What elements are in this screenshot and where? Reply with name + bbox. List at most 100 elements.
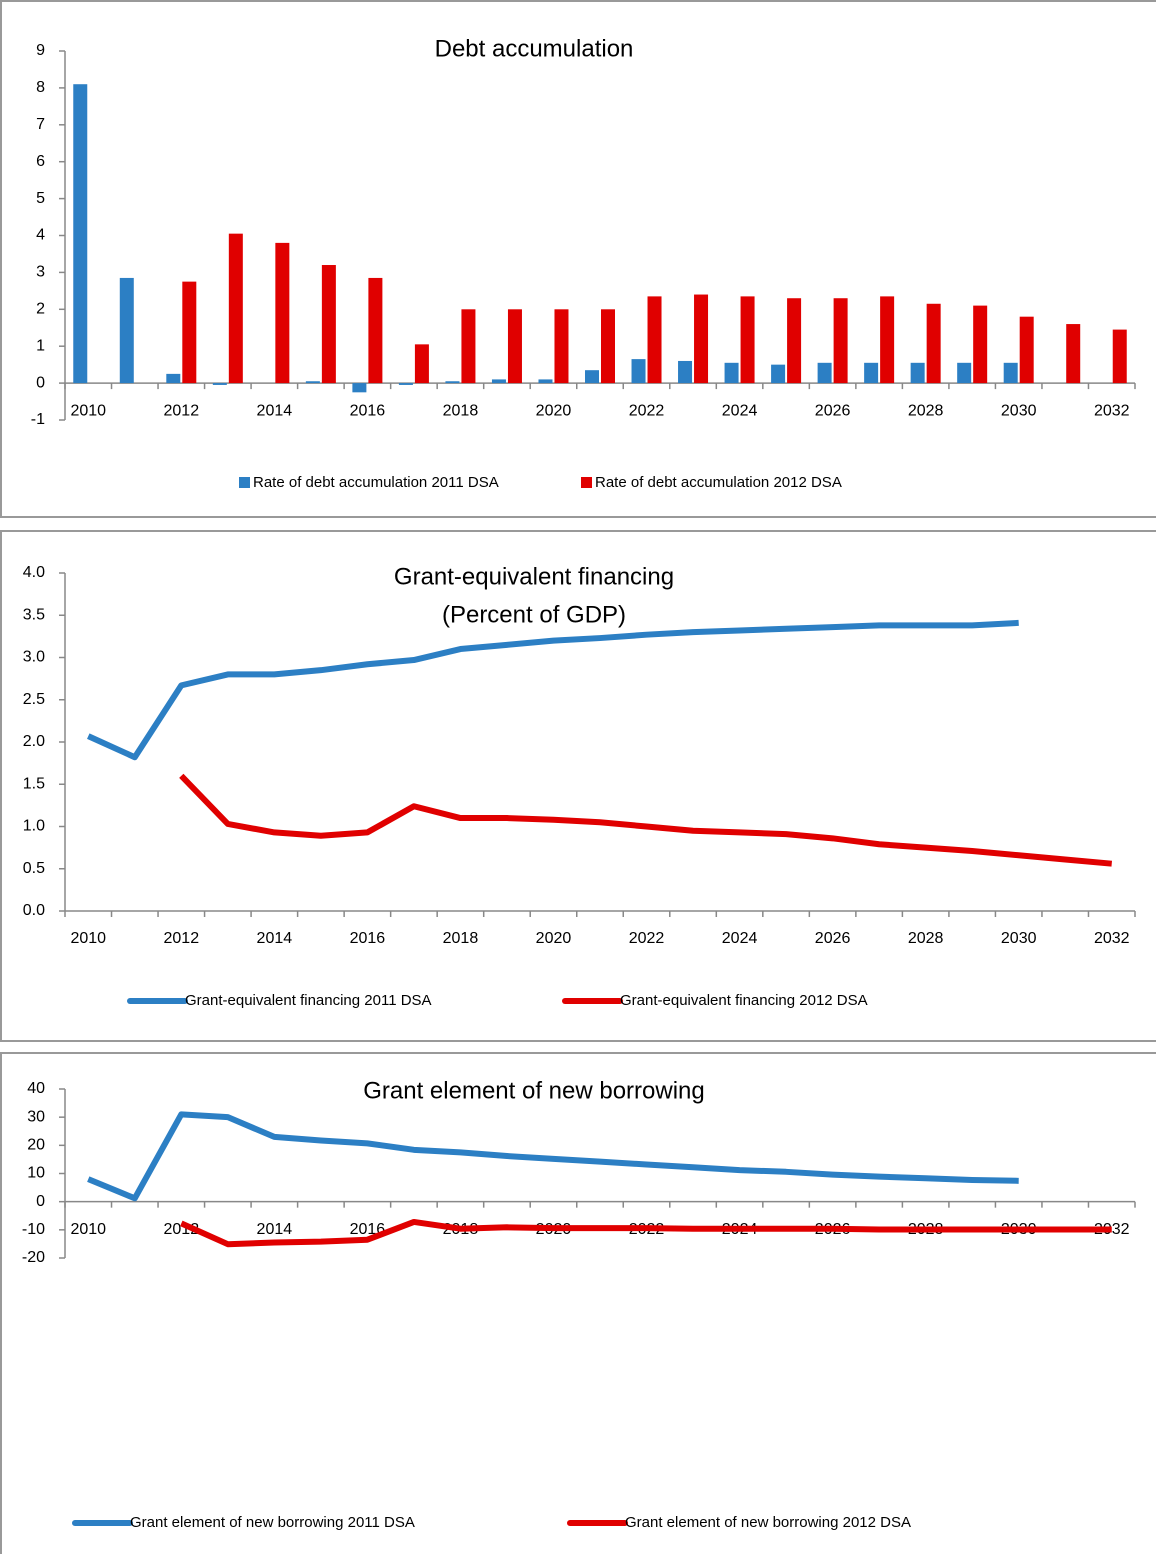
legend-label: Grant-equivalent financing 2012 DSA [620,992,868,1009]
bar [1019,316,1034,384]
bar [166,373,181,384]
x-tick-label: 2032 [1094,930,1130,947]
bar [694,294,709,384]
bar [880,296,895,384]
bar [973,305,988,384]
bar [554,309,569,384]
bar [1066,324,1081,384]
x-tick-label: 2024 [722,402,758,419]
x-tick-label: 2018 [443,402,479,419]
line [180,1218,1112,1248]
bar [647,296,662,384]
y-tick-label: 0 [36,374,45,391]
x-tick-label: 2020 [536,402,572,419]
bar [461,309,476,384]
bar [678,360,693,384]
bar [957,362,972,384]
y-tick-label: 4.0 [23,564,45,581]
y-tick-label: 1.0 [23,818,45,835]
bar [740,296,755,384]
panel [0,0,1156,518]
bar [507,309,522,384]
y-tick-label: 20 [27,1137,45,1154]
bar [414,344,429,384]
chart-title: Grant-equivalent financing [394,563,674,590]
bar [1003,362,1018,384]
bar [926,303,941,384]
bar [771,364,786,384]
bar [321,265,336,384]
y-tick-label: 10 [27,1165,45,1182]
y-tick-label: 3 [36,264,45,281]
x-tick-label: 2032 [1094,402,1130,419]
y-tick-label: 1 [36,337,45,354]
y-tick-label: 3.0 [23,649,45,666]
x-tick-label: 2030 [1001,402,1037,419]
x-tick-label: 2012 [164,402,200,419]
x-tick-label: 2024 [722,930,758,947]
y-tick-label: -10 [22,1221,45,1238]
bar [864,362,879,384]
x-tick-label: 2014 [257,1221,293,1238]
bar [398,383,413,385]
x-tick-label: 2014 [257,402,293,419]
x-tick-label: 2016 [350,402,386,419]
legend-label: Rate of debt accumulation 2012 DSA [595,474,842,491]
y-tick-label: 7 [36,116,45,133]
bar [833,298,848,384]
bar [368,277,383,384]
line [87,1111,1019,1202]
line [179,773,1113,867]
bar [491,379,506,384]
x-tick-label: 2032 [1094,1221,1130,1238]
x-tick-label: 2022 [629,930,665,947]
bar [119,277,134,384]
bar [445,381,460,384]
x-tick-label: 2012 [164,930,200,947]
chart-title: Grant element of new borrowing [363,1077,705,1104]
y-tick-label: 5 [36,190,45,207]
y-tick-label: -1 [31,411,45,428]
legend-swatch [239,477,250,488]
x-tick-label: 2010 [70,930,106,947]
x-tick-label: 2010 [70,402,106,419]
panel [0,1052,1156,1554]
x-tick-label: 2010 [70,1221,106,1238]
bar [724,362,739,384]
y-tick-label: 8 [36,79,45,96]
bar [631,359,646,384]
x-tick-label: 2028 [908,402,944,419]
y-tick-label: 6 [36,153,45,170]
x-tick-label: 2026 [815,930,851,947]
y-tick-label: 3.5 [23,606,45,623]
y-tick-label: 2.5 [23,691,45,708]
legend-label: Grant element of new borrowing 2011 DSA [130,1514,415,1531]
y-tick-label: 1.5 [23,775,45,792]
bar [73,84,88,384]
y-tick-label: 2 [36,301,45,318]
y-tick-label: 40 [27,1080,45,1097]
line [87,619,1019,761]
y-tick-label: -20 [22,1249,45,1266]
legend-label: Grant-equivalent financing 2011 DSA [185,992,432,1009]
x-tick-label: 2020 [536,930,572,947]
y-tick-label: 30 [27,1108,45,1125]
y-tick-label: 2.0 [23,733,45,750]
bar [601,309,615,384]
bar [275,242,290,384]
bar [182,281,197,384]
y-tick-label: 0.5 [23,860,45,877]
x-tick-label: 2028 [908,930,944,947]
bar [910,362,925,384]
bar [305,381,320,384]
bar [1112,329,1127,384]
panel [0,530,1156,1042]
y-tick-label: 0.0 [23,902,45,919]
y-tick-label: 9 [36,42,45,59]
y-tick-label: 4 [36,227,45,244]
bar [817,362,832,384]
legend-swatch [581,477,592,488]
bar [228,233,243,384]
bar [787,298,802,384]
